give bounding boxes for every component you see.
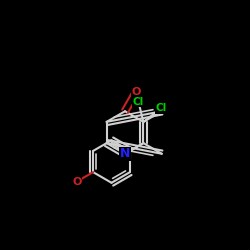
Text: Cl: Cl <box>156 103 167 113</box>
Text: O: O <box>72 176 82 186</box>
Text: N: N <box>120 147 130 160</box>
Text: O: O <box>132 87 141 97</box>
Text: Cl: Cl <box>133 97 144 107</box>
